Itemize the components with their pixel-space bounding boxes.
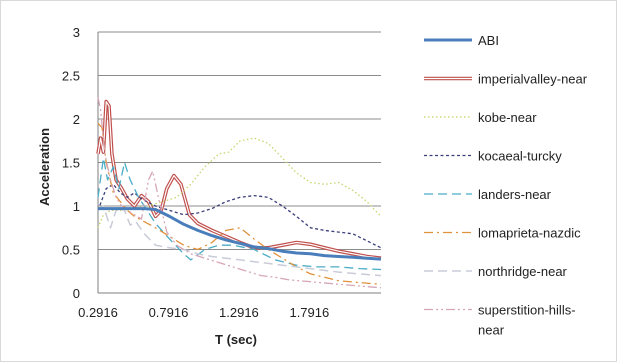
series-superstition-hills-near bbox=[97, 97, 382, 289]
y-axis-ticks: 0 0.5 1 1.5 2 2.5 3 bbox=[62, 25, 80, 301]
series-imperialvalley-near bbox=[96, 99, 382, 260]
legend-label: northridge-near bbox=[478, 264, 568, 279]
series-line bbox=[97, 97, 382, 289]
y-tick-label: 1 bbox=[73, 199, 80, 214]
x-tick-label: 1.7916 bbox=[289, 305, 329, 320]
legend-entry-northridge-near: northridge-near bbox=[424, 264, 568, 279]
legend-entry-imperialvalley-near: imperialvalley-near bbox=[424, 72, 588, 87]
x-axis-ticks: 0.2916 0.7916 1.2916 1.7916 bbox=[78, 305, 329, 320]
series-line bbox=[97, 157, 382, 271]
legend-label: kobe-near bbox=[478, 110, 537, 125]
series-line bbox=[97, 183, 382, 249]
series-abi bbox=[98, 207, 382, 261]
y-tick-label: 2.5 bbox=[62, 69, 80, 84]
y-tick-label: 0 bbox=[73, 286, 80, 301]
legend-entry-abi: ABI bbox=[424, 33, 499, 48]
series-lomaprieta-nazdic bbox=[97, 122, 382, 285]
series-line-inner bbox=[97, 101, 382, 259]
y-tick-label: 2 bbox=[73, 112, 80, 127]
series-line-outer bbox=[96, 99, 382, 260]
legend-entry-kocaeal-turcky: kocaeal-turcky bbox=[424, 149, 562, 164]
legend-label: landers-near bbox=[478, 187, 552, 202]
legend-label: lomaprieta-nazdic bbox=[478, 226, 581, 241]
legend-entry-landers-near: landers-near bbox=[424, 187, 552, 202]
series-landers-near bbox=[97, 157, 382, 271]
x-axis-title: T (sec) bbox=[215, 332, 257, 347]
legend-label: kocaeal-turcky bbox=[478, 149, 562, 164]
legend-label: imperialvalley-near bbox=[478, 72, 588, 87]
series-line bbox=[98, 207, 382, 261]
legend-entry-superstition-hills-near: superstition-hills-near bbox=[424, 303, 576, 338]
series-line bbox=[97, 122, 382, 285]
legend-label-line: superstition-hills- bbox=[478, 303, 576, 318]
y-tick-label: 3 bbox=[73, 25, 80, 40]
legend-label: superstition-hills-near bbox=[478, 303, 576, 338]
legend-entry-lomaprieta-nazdic: lomaprieta-nazdic bbox=[424, 226, 581, 241]
legend: ABI imperialvalley-near kobe-near kocaeal-t… bbox=[424, 33, 588, 338]
legend-entry-kobe-near: kobe-near bbox=[424, 110, 537, 125]
series-layer bbox=[96, 97, 382, 289]
y-tick-label: 0.5 bbox=[62, 243, 80, 258]
x-tick-label: 0.2916 bbox=[78, 305, 118, 320]
x-tick-label: 1.2916 bbox=[219, 305, 259, 320]
series-kobe-near bbox=[97, 137, 382, 229]
y-axis-title: Acceleration bbox=[37, 128, 52, 206]
x-tick-label: 0.7916 bbox=[149, 305, 189, 320]
series-line bbox=[97, 137, 382, 229]
y-tick-label: 1.5 bbox=[62, 156, 80, 171]
series-kocaeal-turcky bbox=[97, 183, 382, 249]
legend-label: ABI bbox=[478, 33, 499, 48]
legend-label-line: near bbox=[478, 323, 505, 338]
